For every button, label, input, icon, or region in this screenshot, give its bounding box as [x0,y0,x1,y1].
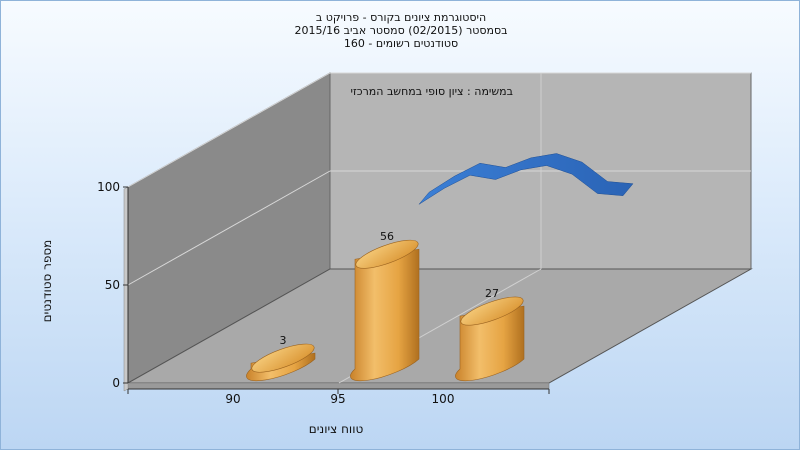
y-tick-label: 0 [112,376,120,390]
grid-line-left-wall [127,170,331,286]
title-line-3: סטודנטים רשומים - 160 [343,37,459,50]
title-line-2: בסמסטר (02/2015) סמסטר אביב 2015/16 [294,24,508,37]
x-axis: 90 95 100 [127,388,550,406]
chart-title: היסטוגרמת ציונים בקורס - פרויקט ב בסמסטר… [1,11,800,50]
x-tick-label: 90 [225,392,240,406]
curve-ribbon [418,153,634,205]
x-tick-label: 100 [432,392,455,406]
bar-series: 3 56 27 [246,230,525,382]
curve-series [418,153,634,205]
bar-95: 56 [350,230,420,382]
y-axis: 0 50 100 [97,180,129,390]
y-tick-label: 100 [97,180,120,194]
bar-value-label: 27 [485,287,499,300]
bar-90: 3 [246,334,316,382]
chart-annotation: במשימה : ציון סופי במחשב המרכזי [351,85,514,98]
x-tick-label: 95 [330,392,345,406]
x-axis-title: טווח ציונים [309,422,364,436]
bar-top [251,343,315,373]
grid-line-left-wall [127,72,331,188]
bar-100: 27 [455,287,525,382]
wall-depth [123,186,129,392]
title-line-1: היסטוגרמת ציונים בקורס - פרויקט ב [315,11,487,24]
floor-edge [127,382,550,390]
bar-value-label: 56 [380,230,394,243]
bar-top [355,239,419,269]
y-tick-label: 50 [105,278,120,292]
bar-body [350,248,420,382]
y-axis-title: מספר סטודנטים [40,240,54,323]
bar-top [460,296,524,326]
bar-value-label: 3 [280,334,287,347]
